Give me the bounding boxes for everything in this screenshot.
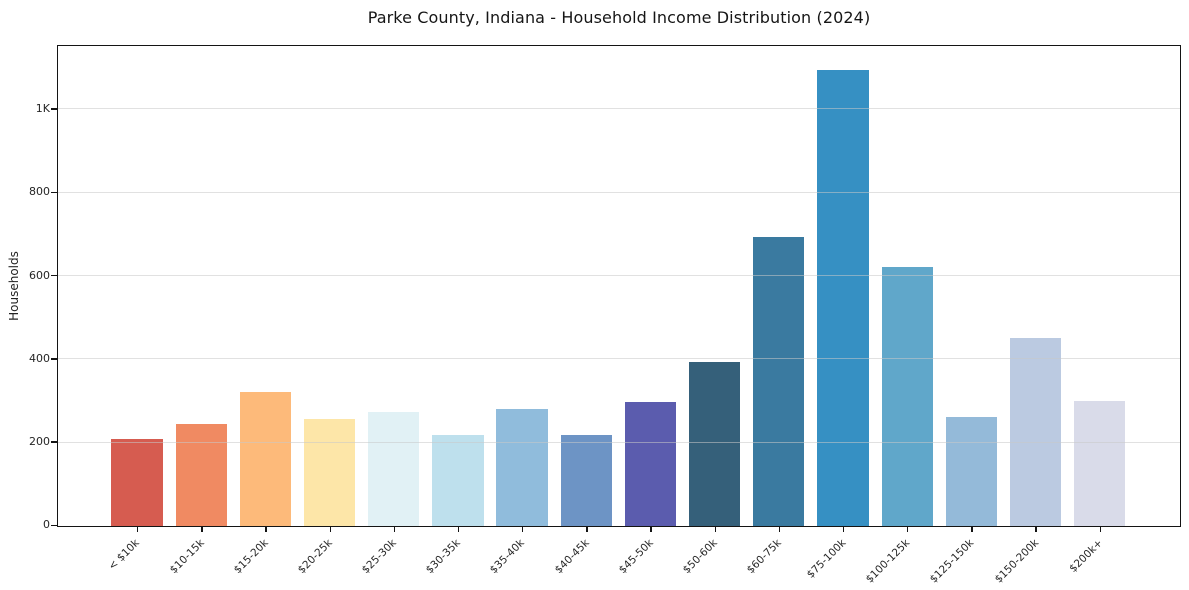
bar-$60-75k [753, 237, 805, 526]
bar-$50-60k [688, 361, 741, 526]
y-tick-mark [51, 524, 57, 527]
x-tick-label: $40-45k [552, 537, 592, 577]
y-tick-label: 1K [35, 102, 50, 116]
x-tick-label: $10-15k [167, 537, 207, 577]
bar-$150-200k [1009, 338, 1062, 526]
x-tick-mark [842, 527, 845, 532]
x-tick-label: $45-50k [616, 537, 656, 577]
gridline-1K [58, 108, 1180, 110]
x-tick-mark [907, 527, 909, 532]
gridline-800 [58, 191, 1180, 193]
bar-$45-50k [624, 402, 677, 526]
x-tick-mark [1099, 527, 1101, 532]
x-tick-label: $100-125k [863, 537, 913, 586]
x-tick-mark [329, 527, 331, 532]
y-tick-mark [51, 274, 57, 277]
x-tick-mark [201, 527, 203, 532]
bar-$40-45k [560, 434, 612, 526]
y-axis-label: Households [7, 251, 21, 321]
x-tick-mark [586, 527, 588, 532]
y-tick-mark [51, 191, 57, 193]
bar-$15-20k [239, 391, 292, 526]
bar-$125-150k [945, 416, 998, 526]
y-tick-label: 600 [29, 268, 50, 282]
x-tick-mark [522, 527, 524, 532]
x-tick-label: $60-75k [744, 537, 784, 577]
x-tick-mark [778, 527, 781, 532]
bar-$100-125k [881, 266, 933, 526]
y-tick-mark [51, 441, 57, 443]
bar-< $10k [111, 438, 163, 526]
x-tick-mark [136, 527, 139, 532]
x-tick-label: $75-100k [804, 537, 849, 581]
x-tick-label: $35-40k [488, 537, 528, 577]
x-tick-label: $125-150k [927, 537, 977, 586]
x-tick-label: $150-200k [992, 537, 1041, 586]
x-tick-mark [1035, 527, 1037, 532]
y-tick-mark [51, 358, 57, 360]
chart-title: Parke County, Indiana - Household Income… [367, 8, 871, 27]
x-tick-mark [971, 527, 973, 532]
x-tick-label: < $10k [106, 537, 143, 573]
x-tick-label: $20-25k [295, 537, 335, 577]
x-tick-mark [714, 527, 716, 532]
bar-$25-30k [368, 412, 420, 526]
x-tick-mark [393, 527, 396, 532]
x-tick-mark [265, 527, 267, 532]
x-tick-mark [457, 527, 460, 532]
x-tick-label: $15-20k [231, 537, 271, 577]
y-tick-label: 200 [29, 435, 50, 449]
bar-$20-25k [303, 418, 356, 526]
x-tick-label: $200k+ [1066, 537, 1105, 575]
bar-$30-35k [432, 435, 484, 526]
y-tick-label: 0 [43, 518, 50, 532]
y-tick-label: 400 [29, 351, 50, 365]
bar-$35-40k [496, 409, 548, 526]
y-tick-mark [51, 108, 57, 110]
plot-area [57, 45, 1181, 527]
y-tick-label: 800 [29, 185, 50, 199]
x-tick-label: $50-60k [680, 537, 720, 577]
bar-$75-100k [817, 70, 869, 526]
bar-$10-15k [175, 424, 227, 526]
x-tick-mark [650, 527, 652, 532]
x-tick-label: $25-30k [359, 537, 399, 577]
gridline-600 [58, 274, 1180, 276]
bar-$200k+ [1074, 401, 1126, 526]
x-tick-label: $30-35k [423, 537, 464, 577]
